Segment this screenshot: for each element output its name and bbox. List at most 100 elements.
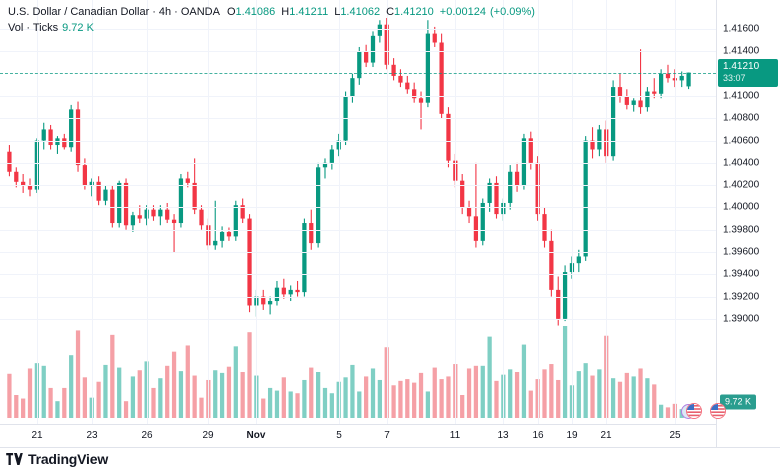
volume-bar [82, 377, 88, 418]
price-change-absolute: +0.00124 [439, 6, 486, 18]
volume-bar [377, 379, 382, 418]
candle-body [425, 33, 431, 103]
volume-label[interactable]: Vol · Ticks [8, 22, 59, 34]
interval-label[interactable]: 4h [158, 6, 172, 18]
volume-bar [521, 344, 527, 418]
volume-bar [110, 334, 115, 418]
vertical-gridline [37, 0, 38, 424]
chart-legend: U.S. Dollar / Canadian Dollar · 4h · OAN… [8, 5, 535, 36]
price-axis[interactable]: 1.41600 1.41400 1.41000 1.40800 1.40600 1.404… [716, 0, 780, 447]
volume-bar [343, 377, 348, 418]
candle-body [55, 138, 60, 146]
volume-bar [569, 385, 575, 418]
time-tick-label: 13 [497, 430, 509, 441]
candle-body [556, 289, 561, 319]
candle-body [41, 129, 46, 141]
legend-volume-row: Vol · Ticks 9.72 K [8, 21, 535, 36]
volume-bar [665, 407, 671, 418]
horizontal-gridline [0, 274, 716, 276]
volume-bar [473, 365, 479, 418]
ohlc-close-key: C [386, 6, 395, 18]
candle-body [686, 72, 691, 87]
candle-body [391, 64, 396, 76]
candle-body [89, 181, 94, 186]
horizontal-gridline [0, 296, 716, 298]
volume-bar [562, 326, 568, 418]
volume-bar [178, 371, 184, 418]
horizontal-gridline [0, 162, 716, 164]
volume-bar [460, 395, 465, 418]
time-tick-label: 21 [600, 430, 612, 441]
volume-bar [329, 393, 334, 418]
tradingview-logo[interactable]: TradingView [6, 452, 108, 466]
candle-body [473, 216, 479, 241]
candle-body [171, 219, 177, 224]
volume-bar [638, 368, 643, 418]
candle-body [597, 129, 602, 150]
candle-body [192, 182, 197, 210]
volume-bar [624, 372, 629, 418]
candle-body [199, 209, 204, 226]
us-flag-event-icon[interactable] [710, 403, 726, 419]
candle-body [460, 180, 465, 208]
candle-body [487, 182, 492, 203]
volume-bar [219, 372, 225, 418]
volume-bar [412, 382, 417, 418]
volume-bar [405, 379, 410, 418]
candle-body [569, 263, 575, 273]
candle-body [144, 209, 149, 219]
volume-bar [645, 378, 650, 418]
candle-body [34, 140, 39, 190]
volume-bar [302, 379, 307, 418]
candle-body [82, 165, 88, 186]
candle-body [219, 231, 225, 241]
chart-plot-area[interactable] [0, 0, 716, 424]
time-axis[interactable]: 21 23 26 29 Nov 5 7 11 13 16 19 21 25 [0, 424, 716, 448]
price-tick-label: 1.39800 [723, 224, 760, 236]
volume-bar [439, 379, 444, 418]
exchange-label: OANDA [180, 6, 220, 18]
volume-bar [62, 387, 67, 418]
volume-bar [542, 369, 547, 418]
time-tick-label: 5 [336, 430, 342, 441]
vertical-gridline [339, 0, 340, 424]
volume-bar [103, 364, 108, 418]
volume-bar [583, 363, 588, 418]
vertical-gridline [606, 0, 607, 424]
volume-bar [274, 390, 280, 418]
candle-body [562, 272, 568, 319]
price-tick-label: 1.40600 [723, 135, 760, 147]
candle-body [439, 42, 444, 114]
volume-bar [295, 393, 300, 418]
horizontal-gridline [0, 252, 716, 253]
candle-body [370, 35, 376, 63]
horizontal-gridline [0, 118, 716, 120]
candle-body [233, 205, 238, 237]
ohlc-high: H1.41211 [281, 5, 328, 20]
us-flag-event-icon[interactable] [686, 403, 702, 419]
candle-body [446, 113, 451, 161]
volume-bar [364, 376, 369, 418]
candle-body [96, 181, 101, 201]
volume-badge[interactable]: 9.72 K [720, 394, 757, 410]
candle-body [185, 178, 190, 183]
ohlc-low: L1.41062 [334, 5, 380, 20]
volume-bar [185, 345, 190, 418]
candle-body [247, 218, 252, 306]
current-price-badge[interactable]: 1.41210 33:07 [718, 58, 778, 87]
volume-bar [288, 391, 293, 418]
volume-bar [514, 372, 520, 418]
price-tick-label: 1.39400 [723, 268, 760, 280]
horizontal-gridline [0, 185, 716, 187]
candle-body [418, 98, 424, 103]
volume-bar [357, 391, 362, 418]
volume-bar [199, 397, 204, 418]
candle-body [75, 109, 81, 166]
horizontal-gridline [0, 96, 716, 97]
time-tick-label: 7 [384, 430, 390, 441]
volume-bar [576, 371, 581, 418]
time-tick-label: 23 [86, 430, 98, 441]
volume-bar [535, 379, 540, 418]
axis-bottom-divider [0, 447, 780, 448]
symbol-title[interactable]: U.S. Dollar / Canadian Dollar [8, 6, 150, 18]
